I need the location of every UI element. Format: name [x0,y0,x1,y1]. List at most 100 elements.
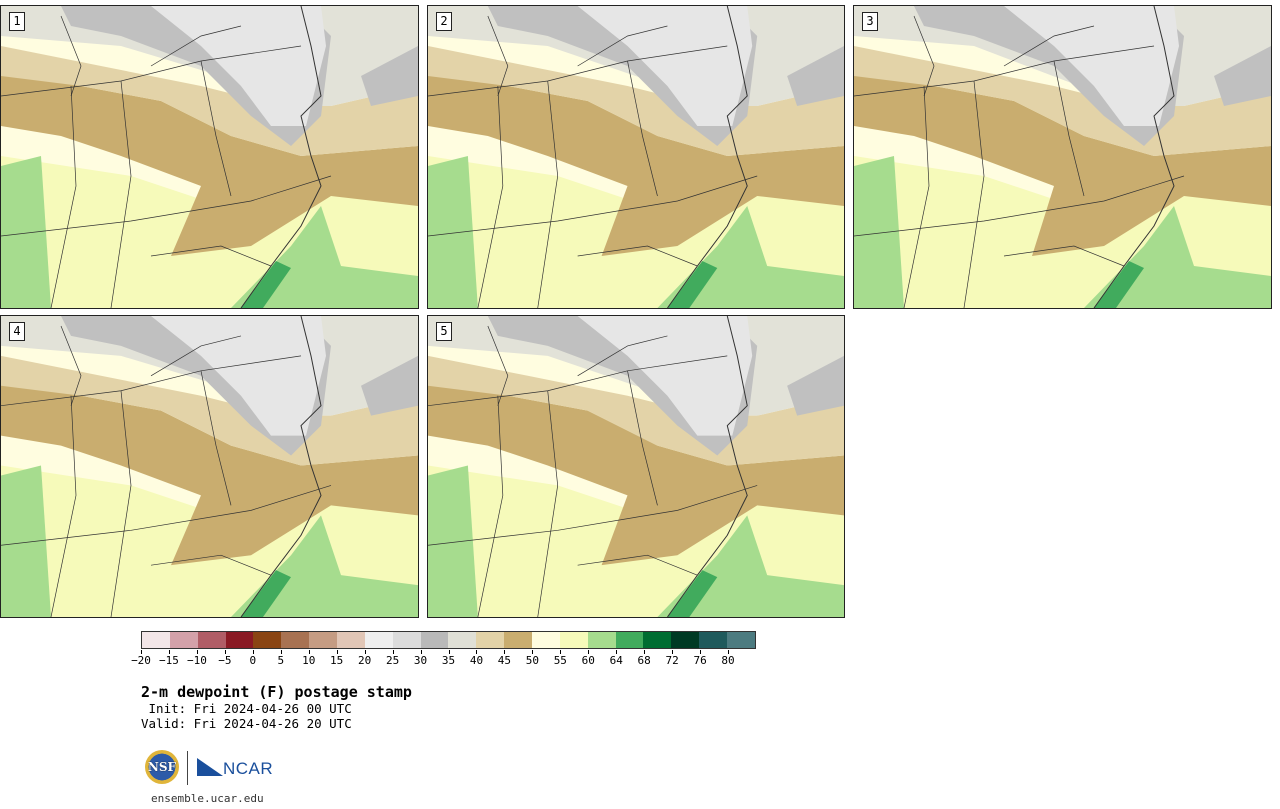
state-border [577,245,698,267]
state-border [428,175,758,237]
colorbar-tick-label: −15 [159,654,179,667]
colorbar-tick [588,650,590,654]
lake-outline [60,15,82,97]
tan-band [1,66,418,256]
colorbar-segment [225,632,254,648]
colorbar-tick [560,650,562,654]
lake-outline [150,335,242,377]
state-border [537,80,559,308]
colorbar-tick [224,650,226,654]
coastline [1093,6,1175,308]
dewpoint-map [1,6,418,308]
tan-light-band [428,355,844,466]
colorbar-segment [337,632,365,648]
state-border [1,175,332,237]
lake-outline [577,335,668,377]
state-border [477,85,504,308]
state-border [903,85,930,308]
colorbar-tick [476,650,478,654]
coastline [667,6,748,308]
state-border [963,80,985,308]
state-border [428,355,728,407]
light-gray-region [151,6,326,126]
dewpoint-map [1,316,418,617]
dark-green-region [241,261,291,308]
colorbar [141,631,756,649]
light-gray-region [1004,6,1179,126]
colorbar-segment [392,632,421,648]
colorbar-tick-label: 10 [302,654,316,667]
colorbar-segment [727,632,755,648]
coastline [240,6,322,308]
stamp-panel-5: 5 [427,315,845,618]
state-border [50,85,77,308]
member-number-label: 3 [862,12,878,31]
colorbar-tick-label: 5 [277,654,285,667]
colorbar-segment [671,632,700,648]
colorbar-tick-label: 64 [609,654,623,667]
colorbar-tick [700,650,702,654]
lake-outline [487,325,509,406]
colorbar-tick-label: 60 [581,654,595,667]
stamp-panel-1: 1 [0,5,419,309]
colorbar-segment [142,632,170,648]
colorbar-tick [420,650,422,654]
offshore-gray-region [787,355,844,416]
member-number-label: 1 [9,12,25,31]
state-border [627,370,658,506]
state-border [577,554,698,576]
light-gray-region [577,6,753,126]
green-region-west [428,156,478,308]
colorbar-tick-label: 72 [665,654,679,667]
colorbar-segment [532,632,560,648]
state-border [477,395,504,617]
colorbar-tick [168,650,170,654]
state-border [1,45,302,97]
state-border [1053,60,1085,197]
member-number-label: 2 [436,12,452,31]
dewpoint-map [854,6,1271,308]
colorbar-segment [504,632,533,648]
lake-outline [487,15,509,97]
stamp-panel-3: 3 [853,5,1272,309]
colorbar-tick-label: 35 [441,654,456,667]
colorbar-ticks: −20 −15 −10 −5 0 5 10 15 20 25 30 35 40 45 50 55 60 64 68 7… [131,650,756,670]
colorbar-tick [728,650,730,654]
offshore-gray-region [787,46,844,106]
member-number-label: 4 [9,322,25,341]
tan-band [1,375,418,566]
state-border [200,60,232,197]
ncar-logo-mark [197,758,223,776]
colorbar-segment [448,632,477,648]
tan-light-band [428,46,844,156]
colorbar-segment [643,632,672,648]
state-border [854,45,1155,97]
lake-outline [60,325,82,406]
lake-outline [1003,25,1095,67]
colorbar-tick [392,650,394,654]
state-border [1,355,302,407]
colorbar-tick [336,650,338,654]
offshore-gray-region [361,46,418,106]
colorbar-tick [308,650,310,654]
colorbar-segment [253,632,282,648]
colorbar-tick [532,650,534,654]
dewpoint-map [428,6,844,308]
tan-light-band [1,355,418,466]
nsf-logo: NSF [145,750,179,784]
colorbar-tick-label: 68 [637,654,651,667]
colorbar-tick [364,650,366,654]
colorbar-tick-label: −20 [131,654,151,667]
tan-light-band [1,46,418,156]
dark-green-region [241,570,291,617]
state-border [150,245,272,267]
colorbar-tick [448,650,450,654]
colorbar-tick-label: −10 [186,654,207,667]
colorbar-segment [699,632,728,648]
logos: NSF NCAR [143,748,283,788]
colorbar-segment [281,632,310,648]
state-border [50,395,77,617]
colorbar-tick-label: 45 [497,654,512,667]
green-region-west [428,465,478,617]
dark-green-region [667,570,718,617]
